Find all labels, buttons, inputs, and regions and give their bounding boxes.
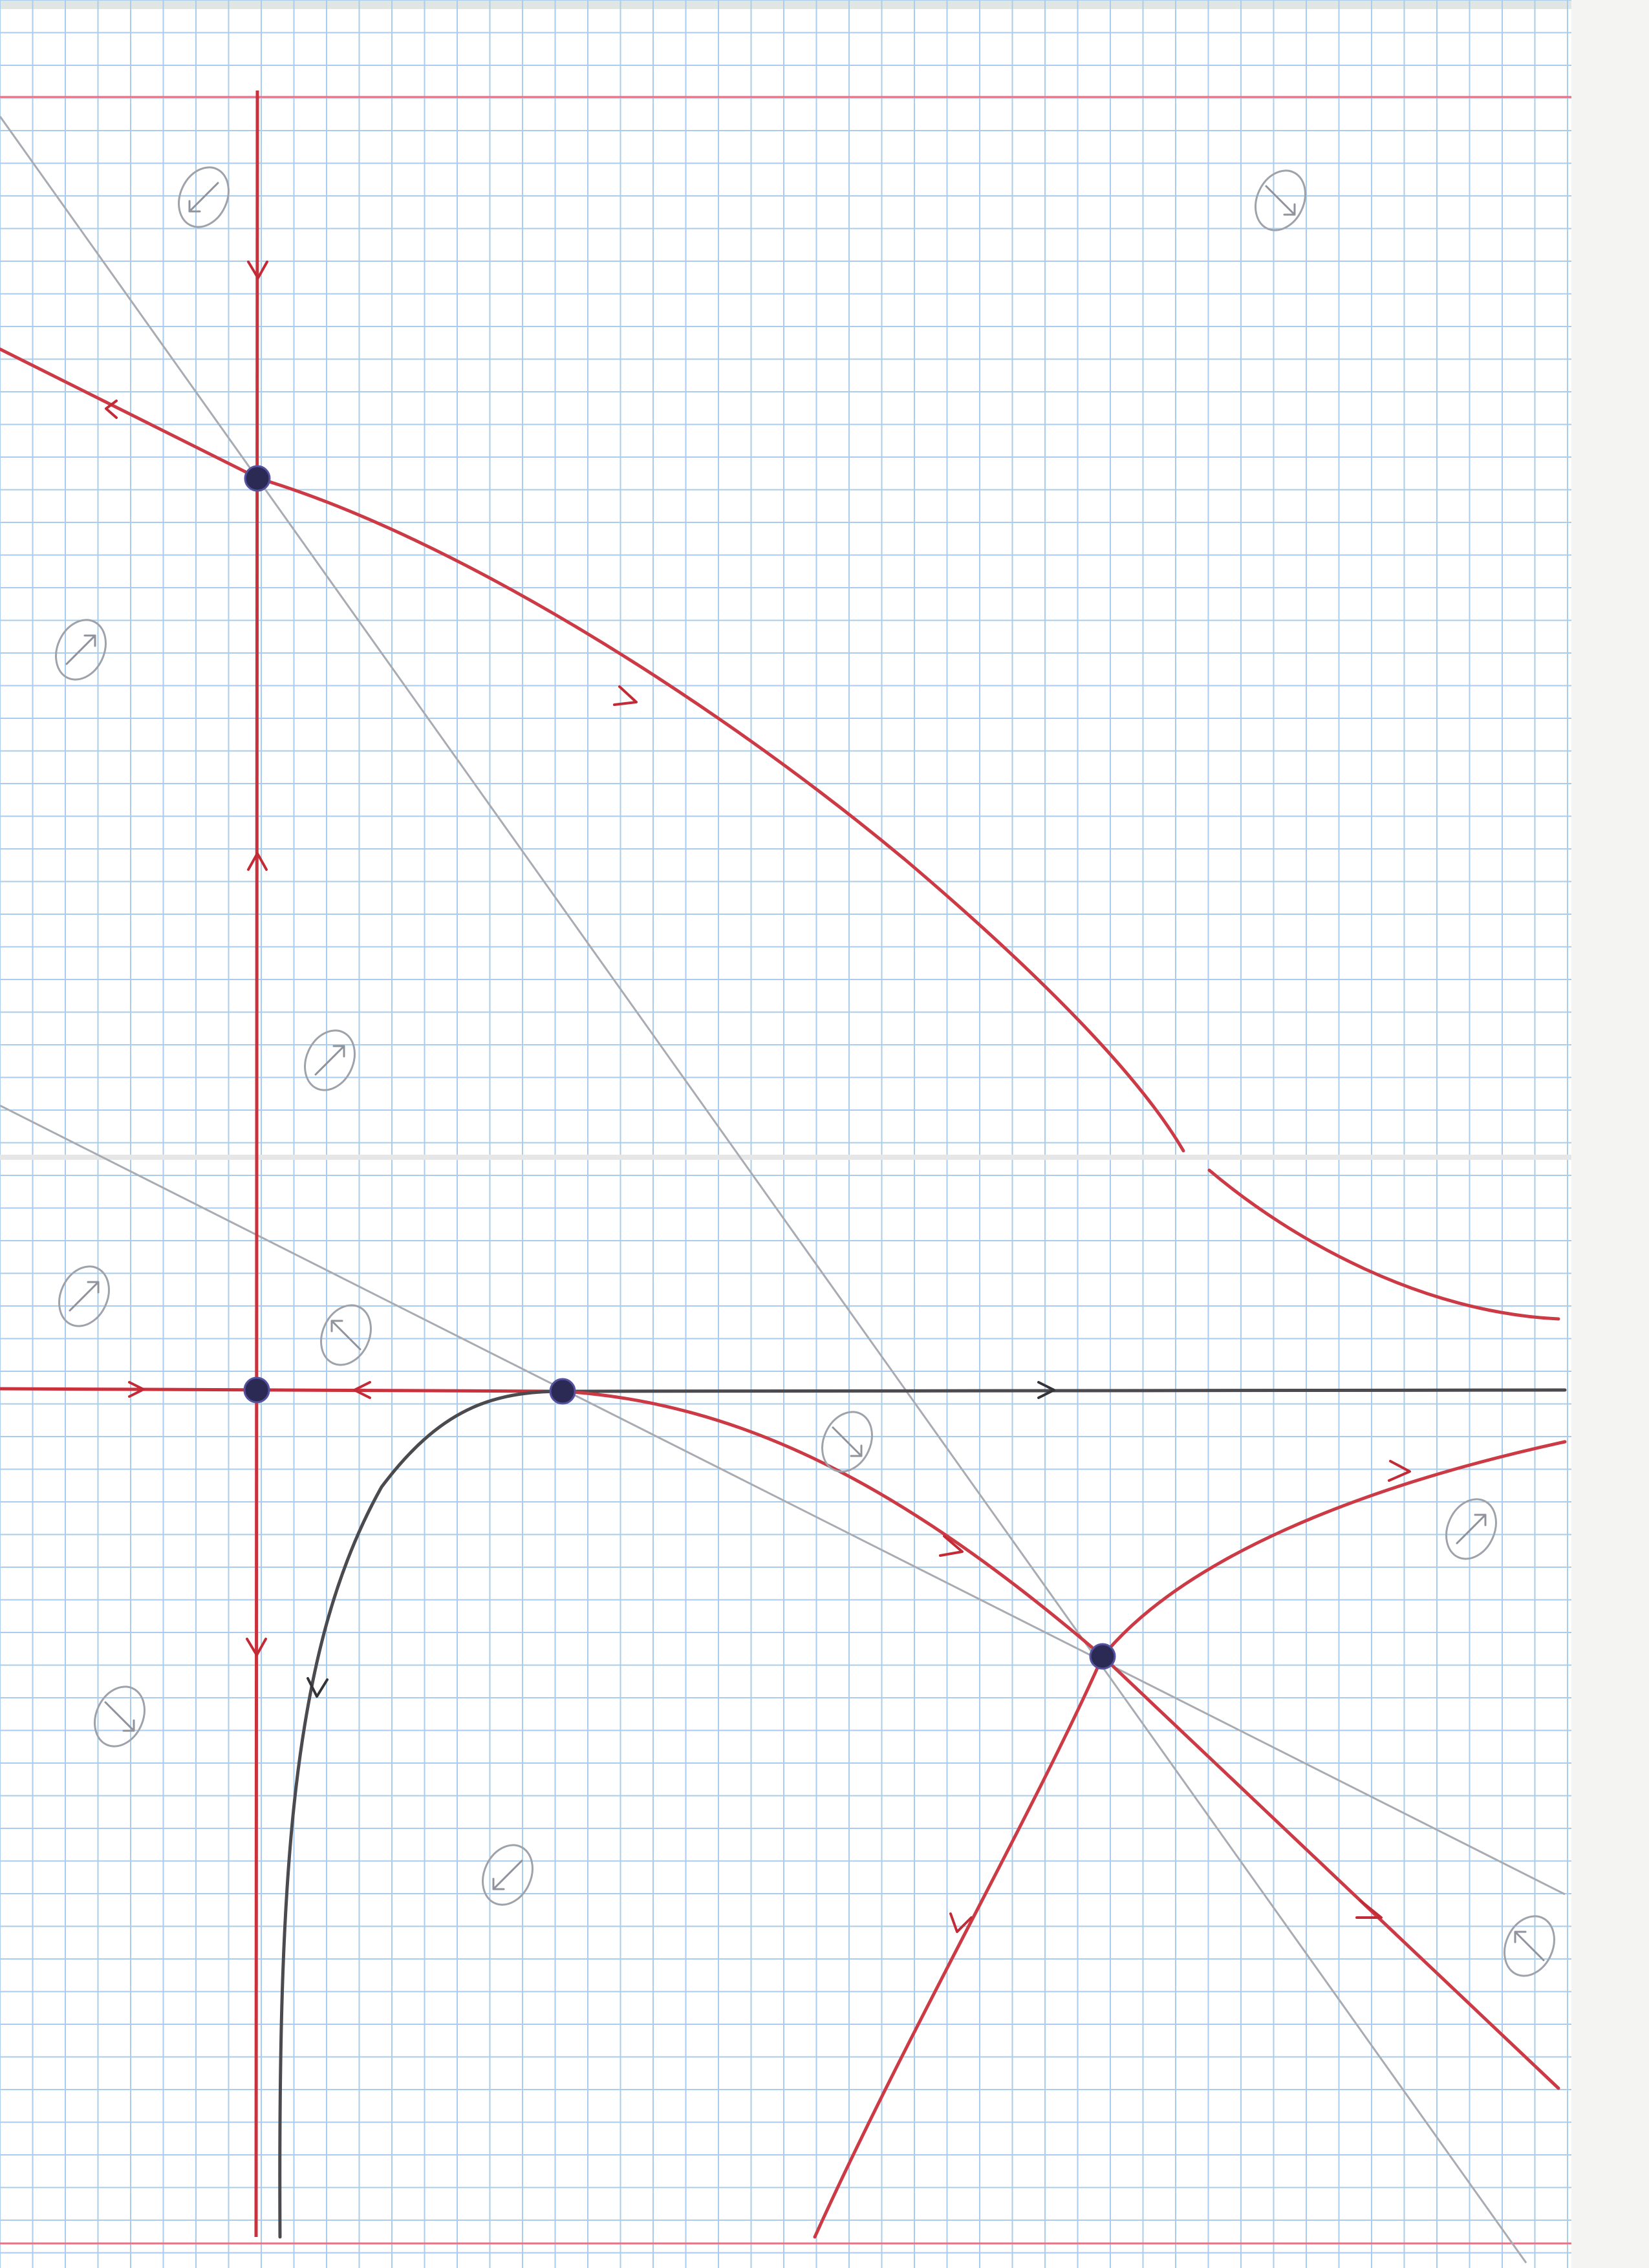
vertical-axis [254,90,259,2238]
badge-ellipse [1255,169,1306,231]
arrowhead-icon [247,852,268,871]
arrowhead-icon [1355,1899,1383,1919]
arrowhead-icon [949,1912,973,1933]
badge-arrow [1514,1931,1545,1962]
arrowhead-icon [353,1381,371,1399]
badge-arrow [69,1281,100,1312]
arrowheads [105,261,1411,1933]
trajectory-saddle-to-lower-left [813,1654,1105,2239]
badge-arrow [492,1859,523,1890]
direction-badge-icon [482,1844,534,1906]
horizontal-axis-right [561,1388,1567,1393]
direction-badge-icon [58,1265,110,1327]
horizontal-axis-left [0,1387,563,1393]
arrowhead-icon [307,1677,329,1698]
fixed-point-dot-icon [1089,1643,1116,1670]
badge-arrow [330,1320,361,1351]
arrowhead-icon [246,1638,267,1656]
guide-line-shallow [0,1104,1566,1896]
badge-arrow [1456,1514,1487,1545]
fixed-point-dot-icon [243,1376,270,1404]
badge-ellipse [821,1411,873,1473]
fixed-point-dot-icon [244,465,271,492]
fixed-point-dot-icon [549,1378,576,1405]
arrowhead-icon [1388,1460,1411,1482]
badge-arrow [832,1426,863,1457]
direction-badge-icon [320,1304,372,1366]
upper-trajectory [0,347,1560,1321]
direction-badge-icon [821,1411,873,1473]
direction-badge-icon [1445,1498,1497,1560]
scan-top-edge [0,0,1571,9]
badge-ellipse [178,166,230,228]
direction-badge-icon [55,619,107,681]
direction-badge-icon [178,166,230,228]
arrowhead-icon [247,261,268,279]
badge-arrow [314,1045,345,1076]
direction-badge-icon [1503,1915,1555,1977]
arrowhead-icon [1037,1381,1055,1399]
arrowhead-icon [939,1535,964,1557]
badge-arrow [188,182,219,213]
badge-ellipse [482,1844,534,1906]
fixed-points [243,465,1116,1670]
badge-ellipse [94,1685,146,1748]
arrowhead-icon [105,400,118,419]
badge-ellipse [1445,1498,1497,1560]
dark-separatrix [278,1389,565,2239]
trajectory-saddle-to-lower-right [1101,1654,1560,2090]
badge-ellipse [320,1304,372,1366]
direction-badge-icon [304,1029,356,1091]
badge-ellipse [1503,1915,1555,1977]
direction-badge-icon [1255,169,1306,231]
badge-arrow [104,1701,135,1732]
badge-arrow [1265,185,1296,216]
direction-badge-icon [94,1685,146,1748]
badge-ellipse [58,1265,110,1327]
grid-paper [0,0,1571,2268]
arrowhead-icon [613,685,638,706]
direction-badges [55,166,1555,1977]
badge-ellipse [55,619,107,681]
badge-ellipse [304,1029,356,1091]
arrowhead-icon [128,1381,145,1398]
badge-arrow [65,634,96,665]
scan-edge-shadow [1571,0,1649,2268]
trajectory-saddle-to-upper-right [1101,1440,1567,1658]
